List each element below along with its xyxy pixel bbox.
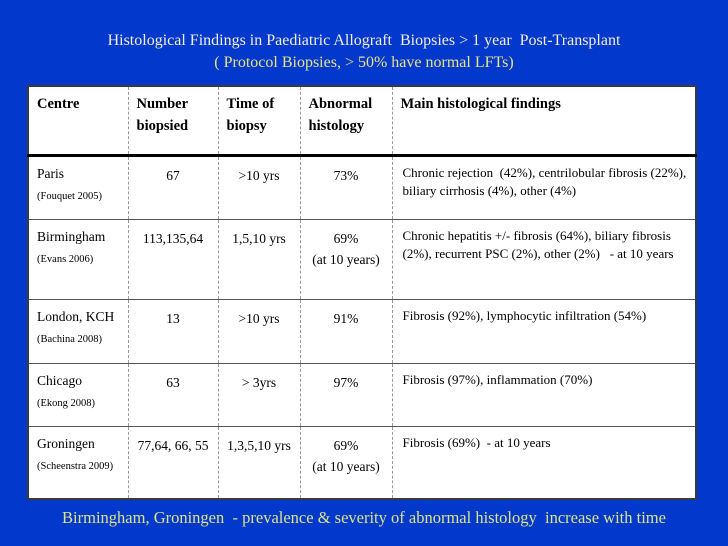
centre-citation: (Evans 2006): [37, 253, 94, 265]
centre-name: Birmingham: [37, 228, 106, 244]
abnormal-histology-value: 69%: [333, 437, 359, 453]
time-of-biopsy-cell: 1,3,5,10 yrs: [217, 425, 300, 499]
main-findings-cell: Chronic hepatitis +/- fibrosis (64%), bi…: [391, 218, 696, 299]
table-row-groningen: Groningen (Scheenstra 2009) 77,64, 66, 5…: [28, 425, 696, 499]
centre-name: Chicago: [37, 372, 82, 388]
centre-name: Paris: [37, 165, 64, 181]
title-line-1: Histological Findings in Paediatric Allo…: [107, 32, 621, 49]
footer-caption: Birmingham, Groningen - prevalence & sev…: [62, 508, 666, 527]
centre-cell: Groningen (Scheenstra 2009): [28, 425, 128, 499]
time-of-biopsy-cell: >10 yrs: [217, 154, 300, 219]
time-of-biopsy-value: 1,3,5,10 yrs: [227, 437, 291, 453]
centre-name: London, KCH: [37, 308, 115, 324]
abnormal-histology-value: 69%: [333, 230, 359, 246]
time-of-biopsy-cell: 1,5,10 yrs: [217, 218, 300, 299]
table-row-london-kch: London, KCH (Bachina 2008) 13 >10 yrs 91…: [28, 298, 696, 363]
centre-citation: (Scheenstra 2009): [37, 460, 114, 472]
time-of-biopsy-cell: > 3yrs: [217, 362, 300, 426]
abnormal-histology-note: (at 10 years): [312, 252, 380, 268]
table-row-paris: Paris (Fouquet 2005) 67 >10 yrs 73% Chro…: [28, 154, 696, 219]
number-biopsied-value: 63: [166, 374, 180, 390]
abnormal-histology-cell: 73%: [299, 154, 392, 219]
number-biopsied-value: 13: [166, 310, 180, 326]
centre-name: Groningen: [37, 435, 95, 451]
number-biopsied-value: 113,135,64: [142, 230, 204, 246]
col-header-centre: Centre: [28, 86, 128, 157]
abnormal-histology-value: 97%: [333, 374, 359, 390]
abnormal-histology-cell: 69% (at 10 years): [299, 218, 392, 299]
time-of-biopsy-cell: >10 yrs: [217, 298, 300, 363]
centre-cell: Chicago (Ekong 2008): [28, 362, 128, 426]
number-biopsied-cell: 13: [127, 298, 218, 363]
number-biopsied-value: 77,64, 66, 55: [137, 437, 209, 453]
abnormal-histology-note: (at 10 years): [312, 459, 380, 475]
main-findings-cell: Fibrosis (92%), lymphocytic infiltration…: [391, 298, 696, 363]
time-of-biopsy-value: >10 yrs: [238, 310, 280, 326]
time-of-biopsy-value: >10 yrs: [238, 167, 280, 183]
abnormal-histology-value: 91%: [333, 310, 359, 326]
col-header-main-findings: Main histological findings: [391, 86, 696, 157]
number-biopsied-cell: 113,135,64: [127, 218, 218, 299]
table-row-chicago: Chicago (Ekong 2008) 63 > 3yrs 97% Fibro…: [28, 362, 696, 426]
time-of-biopsy-value: 1,5,10 yrs: [232, 230, 286, 246]
centre-cell: Birmingham (Evans 2006): [28, 218, 128, 299]
slide-title: Histological Findings in Paediatric Allo…: [0, 0, 728, 74]
main-findings-cell: Chronic rejection (42%), centrilobular f…: [391, 154, 696, 219]
table-header-row: Centre Number biopsied Time of biopsy Ab…: [28, 86, 696, 157]
biopsy-findings-table: Centre Number biopsied Time of biopsy Ab…: [27, 85, 697, 500]
main-findings-cell: Fibrosis (69%) - at 10 years: [391, 425, 696, 499]
abnormal-histology-cell: 91%: [299, 298, 392, 363]
title-line-2: ( Protocol Biopsies, > 50% have normal L…: [214, 54, 514, 71]
centre-cell: Paris (Fouquet 2005): [28, 154, 128, 219]
abnormal-histology-value: 73%: [333, 167, 359, 183]
abnormal-histology-cell: 97%: [299, 362, 392, 426]
main-findings-cell: Fibrosis (97%), inflammation (70%): [391, 362, 696, 426]
abnormal-histology-cell: 69% (at 10 years): [299, 425, 392, 499]
centre-citation: (Bachina 2008): [37, 333, 103, 345]
col-header-time-of-biopsy: Time of biopsy: [217, 86, 300, 157]
col-header-number-biopsied: Number biopsied: [127, 86, 218, 157]
number-biopsied-cell: 63: [127, 362, 218, 426]
number-biopsied-cell: 77,64, 66, 55: [127, 425, 218, 499]
number-biopsied-value: 67: [166, 167, 180, 183]
time-of-biopsy-value: > 3yrs: [241, 374, 277, 390]
number-biopsied-cell: 67: [127, 154, 218, 219]
centre-citation: (Ekong 2008): [37, 397, 96, 409]
table-row-birmingham: Birmingham (Evans 2006) 113,135,64 1,5,1…: [28, 218, 696, 299]
centre-citation: (Fouquet 2005): [37, 190, 103, 202]
centre-cell: London, KCH (Bachina 2008): [28, 298, 128, 363]
col-header-abnormal-histology: Abnormal histology: [299, 86, 392, 157]
